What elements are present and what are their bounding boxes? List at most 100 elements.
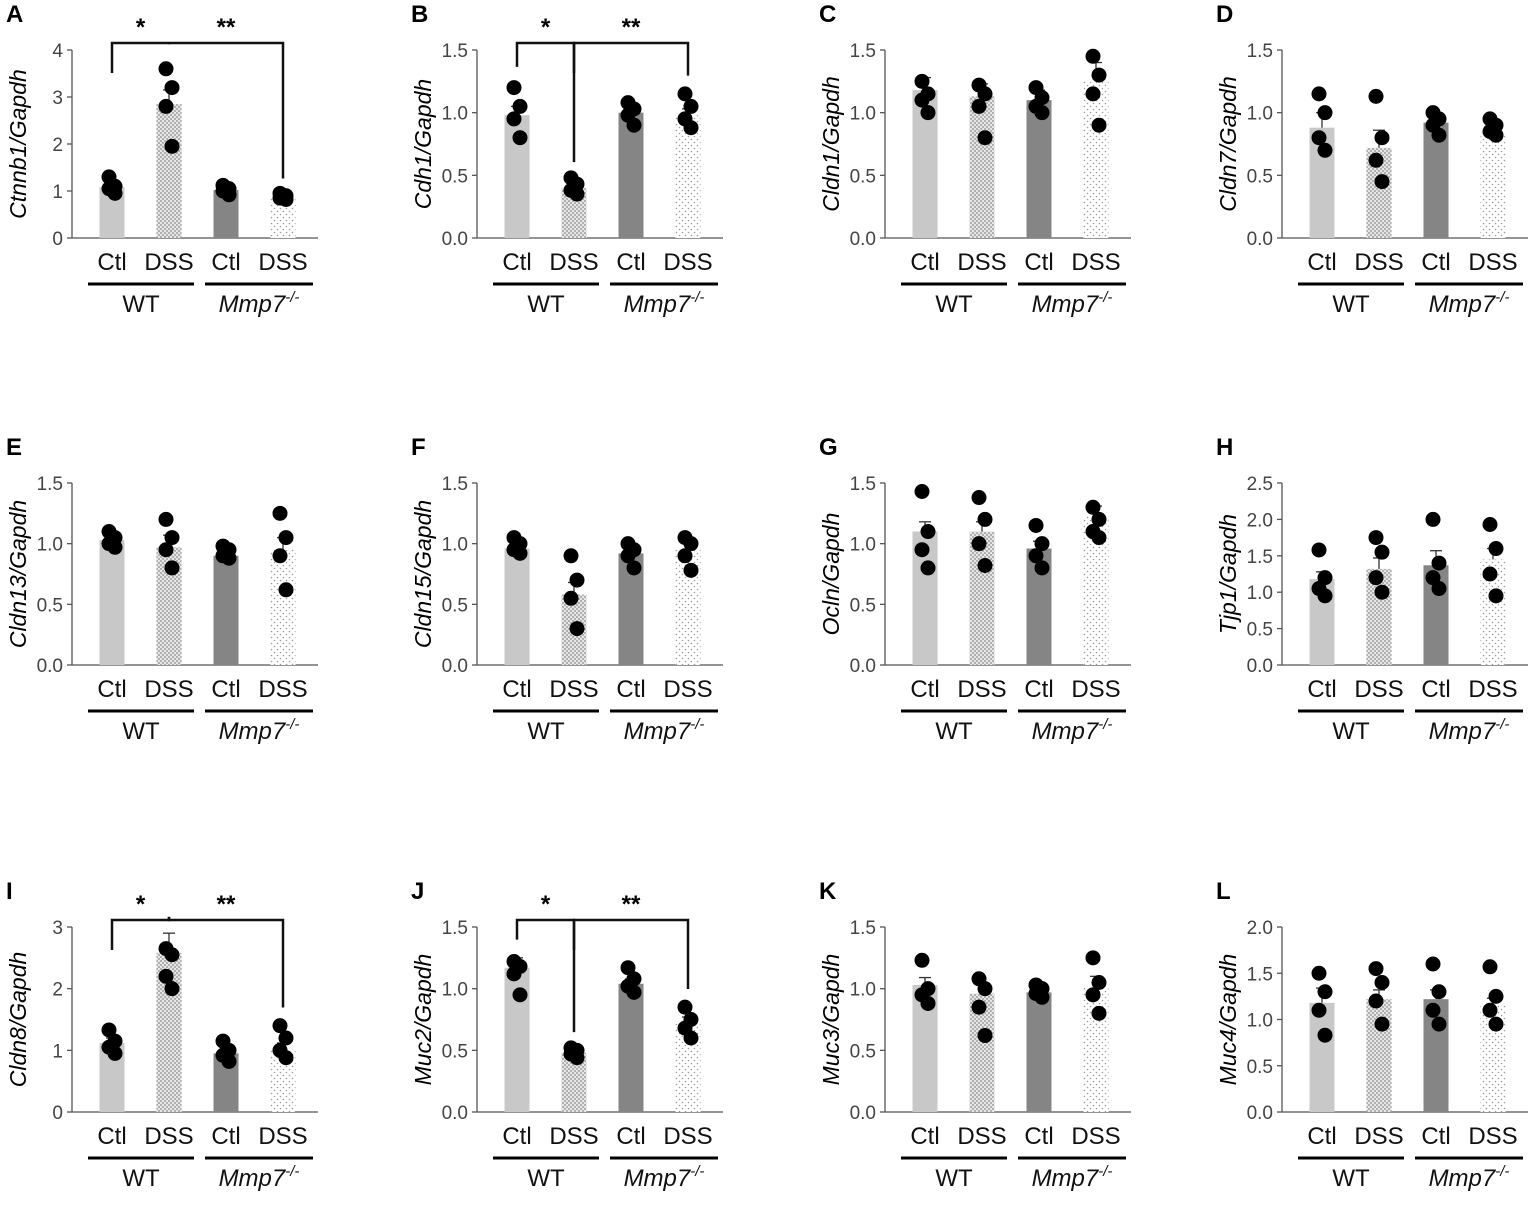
group-label-superscript: -/- bbox=[285, 716, 299, 733]
group-label-wt: WT bbox=[527, 291, 565, 318]
category-label: DSS bbox=[549, 676, 598, 703]
y-tick-label: 1.5 bbox=[1247, 547, 1273, 568]
category-label: Ctl bbox=[910, 249, 939, 276]
group-label-mmp7-name: Mmp7 bbox=[1032, 291, 1100, 318]
data-point bbox=[512, 987, 528, 1003]
bar bbox=[675, 115, 701, 238]
category-label: Ctl bbox=[1024, 249, 1053, 276]
y-axis-label: Cdh1/Gapdh bbox=[410, 79, 436, 209]
y-tick-label: 0.0 bbox=[1247, 656, 1273, 677]
y-tick-label: 1.0 bbox=[1247, 104, 1273, 125]
significance-bracket bbox=[515, 41, 576, 163]
group-label-mmp7: Mmp7-/- bbox=[624, 289, 705, 318]
group-label-mmp7-name: Mmp7 bbox=[624, 291, 692, 318]
group-label-mmp7-name: Mmp7 bbox=[1032, 718, 1100, 745]
y-tick-label: 0.5 bbox=[850, 166, 876, 187]
data-point bbox=[506, 80, 522, 96]
data-point bbox=[626, 117, 642, 133]
significance-bracket bbox=[572, 41, 690, 76]
group-label-superscript: -/- bbox=[1098, 289, 1112, 306]
category-label: Ctl bbox=[502, 676, 531, 703]
data-point bbox=[1482, 959, 1498, 975]
bar bbox=[1083, 986, 1109, 1112]
panel-letter: I bbox=[6, 878, 13, 905]
data-point bbox=[1482, 1002, 1498, 1018]
data-point bbox=[1317, 1027, 1333, 1043]
data-point bbox=[1368, 152, 1384, 168]
panel-letter: L bbox=[1216, 878, 1231, 905]
category-label: DSS bbox=[549, 249, 598, 276]
data-point bbox=[1034, 105, 1050, 121]
bar bbox=[504, 548, 530, 665]
data-point bbox=[1091, 1005, 1107, 1021]
y-tick-label: 1 bbox=[52, 1041, 63, 1062]
y-tick-label: 0.5 bbox=[442, 595, 468, 616]
category-label: Ctl bbox=[1421, 249, 1450, 276]
y-tick-label: 1.0 bbox=[442, 535, 468, 556]
category-label: DSS bbox=[144, 249, 193, 276]
data-point bbox=[221, 550, 237, 566]
data-point bbox=[1374, 1016, 1390, 1032]
bar bbox=[1309, 1002, 1335, 1112]
y-axis-label: Cldn7/Gapdh bbox=[1215, 76, 1241, 212]
data-point bbox=[158, 61, 174, 77]
y-axis-label: Cldn13/Gapdh bbox=[5, 500, 31, 648]
data-point bbox=[1431, 984, 1447, 1000]
group-label-mmp7: Mmp7-/- bbox=[1032, 289, 1113, 318]
significance-bracket bbox=[572, 918, 690, 989]
y-tick-label: 2 bbox=[52, 980, 63, 1001]
data-point bbox=[1034, 536, 1050, 552]
group-label-mmp7: Mmp7-/- bbox=[1032, 1163, 1113, 1192]
data-point bbox=[920, 560, 936, 576]
data-point bbox=[101, 1022, 117, 1038]
y-tick-label: 0.0 bbox=[850, 1103, 876, 1124]
group-label-mmp7-name: Mmp7 bbox=[1032, 1165, 1100, 1192]
category-label: Ctl bbox=[1024, 676, 1053, 703]
data-point bbox=[683, 562, 699, 578]
y-tick-label: 0 bbox=[52, 229, 63, 250]
data-point bbox=[1034, 560, 1050, 576]
data-point bbox=[977, 558, 993, 574]
y-tick-label: 1.0 bbox=[1247, 583, 1273, 604]
category-label: DSS bbox=[957, 676, 1006, 703]
data-point bbox=[1311, 86, 1327, 102]
data-point bbox=[1488, 588, 1504, 604]
category-label: Ctl bbox=[1307, 249, 1336, 276]
data-point bbox=[620, 548, 636, 564]
data-point bbox=[569, 186, 585, 202]
data-point bbox=[677, 548, 693, 564]
data-point bbox=[683, 120, 699, 136]
data-point bbox=[221, 187, 237, 203]
y-tick-label: 0.5 bbox=[442, 166, 468, 187]
y-tick-label: 2.0 bbox=[1247, 510, 1273, 531]
category-label: DSS bbox=[1468, 1123, 1517, 1150]
y-tick-label: 1.0 bbox=[850, 980, 876, 1001]
y-axis-label: Cldn15/Gapdh bbox=[410, 500, 436, 648]
bar bbox=[1026, 992, 1052, 1112]
category-label: DSS bbox=[258, 676, 307, 703]
bar bbox=[156, 104, 182, 238]
y-tick-label: 1.0 bbox=[850, 104, 876, 125]
category-label: Ctl bbox=[502, 249, 531, 276]
y-tick-label: 0.5 bbox=[1247, 166, 1273, 187]
data-point bbox=[164, 530, 180, 546]
significance-label: * bbox=[136, 14, 146, 41]
data-point bbox=[1091, 975, 1107, 990]
category-label: Ctl bbox=[1307, 1123, 1336, 1150]
panel-k: K Muc3/Gapdh 0.0 0.5 1.0 1.5 Ctl DSS Ctl DSS WT Mmp… bbox=[818, 878, 1131, 1192]
data-point bbox=[1317, 142, 1333, 158]
significance-label: * bbox=[541, 14, 551, 41]
bar bbox=[1083, 81, 1109, 238]
data-point bbox=[1482, 566, 1498, 582]
data-point bbox=[1425, 956, 1441, 972]
group-label-wt: WT bbox=[527, 718, 565, 745]
y-tick-label: 2.0 bbox=[1247, 918, 1273, 939]
data-point bbox=[1488, 1016, 1504, 1032]
data-point bbox=[1482, 516, 1498, 532]
y-tick-label: 0.5 bbox=[850, 595, 876, 616]
category-label: Ctl bbox=[211, 676, 240, 703]
data-point bbox=[1317, 588, 1333, 604]
category-label: DSS bbox=[663, 676, 712, 703]
group-label-mmp7: Mmp7-/- bbox=[1429, 289, 1510, 318]
